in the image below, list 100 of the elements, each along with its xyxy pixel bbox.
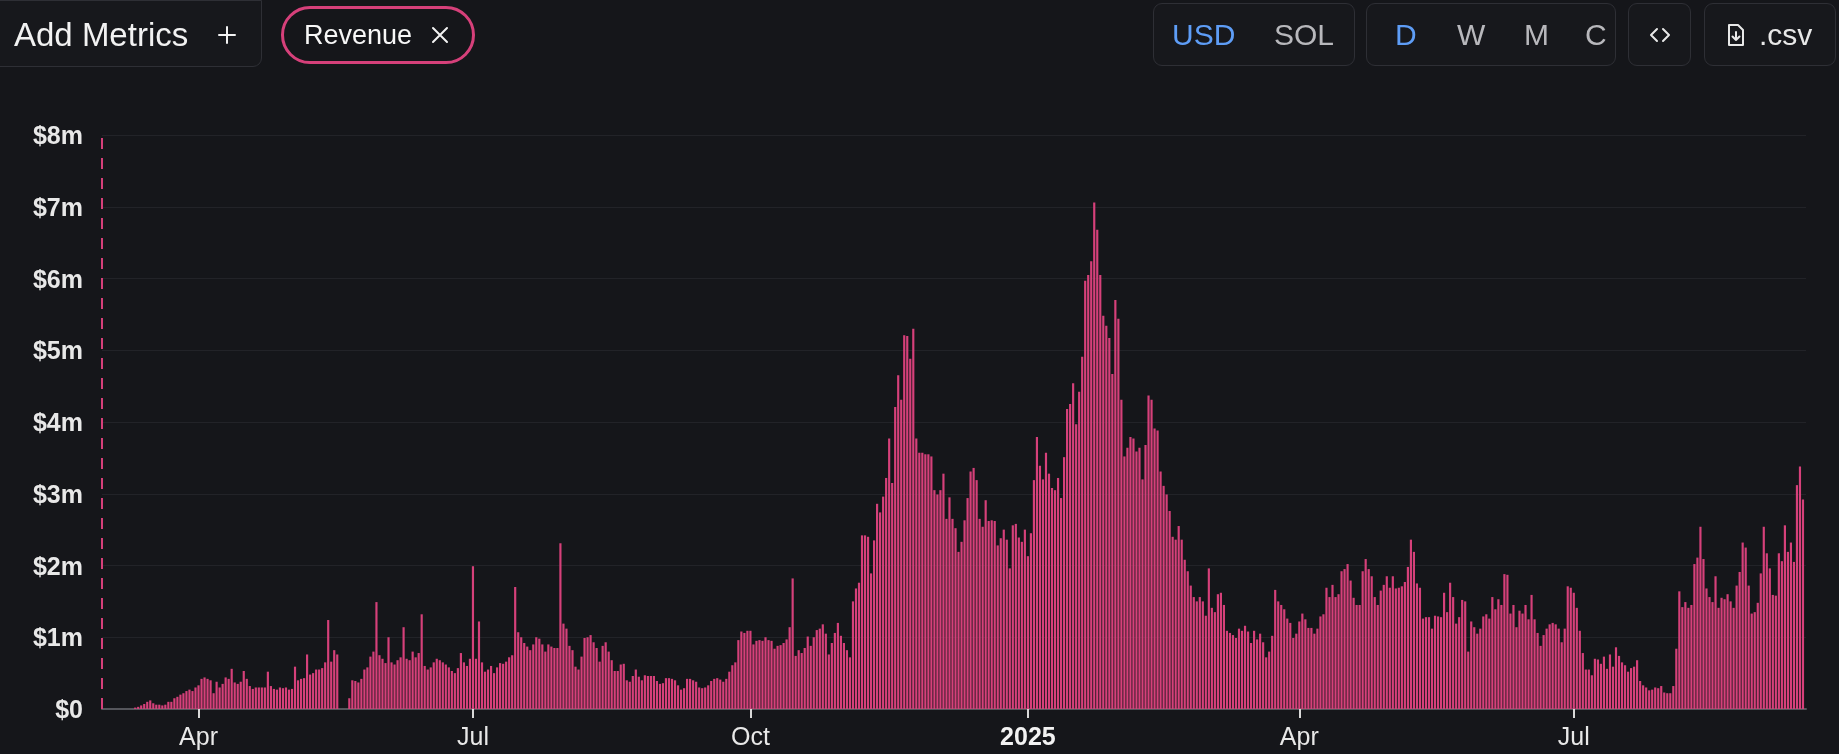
bar bbox=[1654, 687, 1657, 709]
bar bbox=[499, 663, 502, 709]
bar bbox=[743, 632, 746, 709]
bar bbox=[1340, 571, 1343, 709]
bar bbox=[1274, 589, 1277, 709]
bar bbox=[1228, 632, 1232, 709]
bar bbox=[284, 687, 288, 709]
bar bbox=[1156, 430, 1159, 709]
bar bbox=[860, 535, 864, 709]
x-tick-label: 2025 bbox=[1000, 721, 1056, 750]
bar bbox=[393, 664, 396, 709]
bar bbox=[1280, 604, 1283, 709]
bar bbox=[758, 640, 761, 709]
bar bbox=[489, 665, 493, 709]
bar bbox=[1636, 660, 1639, 709]
bar bbox=[1418, 587, 1422, 709]
bar bbox=[622, 663, 625, 709]
bar bbox=[411, 651, 414, 709]
bar bbox=[716, 678, 719, 709]
bar bbox=[589, 635, 592, 709]
bar bbox=[1645, 687, 1648, 709]
bar bbox=[679, 689, 683, 709]
bar bbox=[1056, 477, 1060, 709]
y-tick-label: $1m bbox=[32, 623, 83, 652]
bar bbox=[731, 665, 734, 709]
y-tick-label: $7m bbox=[32, 192, 83, 221]
bar bbox=[704, 687, 707, 709]
bar bbox=[502, 663, 505, 709]
bar bbox=[571, 650, 574, 709]
bar bbox=[764, 637, 767, 709]
bar bbox=[1512, 604, 1515, 709]
bar bbox=[818, 628, 821, 709]
bar bbox=[1587, 669, 1590, 709]
bar bbox=[1391, 576, 1394, 709]
bar bbox=[770, 640, 773, 709]
bar bbox=[505, 661, 508, 709]
bar bbox=[722, 681, 725, 709]
bar bbox=[1762, 526, 1765, 709]
bar bbox=[209, 680, 212, 709]
bar bbox=[815, 630, 818, 709]
bar bbox=[550, 646, 553, 709]
bar bbox=[990, 520, 993, 709]
y-tick-label: $8m bbox=[32, 121, 83, 149]
bar bbox=[1572, 592, 1575, 709]
bar bbox=[1554, 624, 1557, 709]
bar bbox=[1219, 592, 1222, 709]
bar bbox=[293, 666, 297, 709]
bar bbox=[797, 650, 800, 709]
bar bbox=[420, 614, 423, 709]
bar bbox=[1237, 628, 1241, 709]
bar bbox=[402, 627, 405, 709]
bar bbox=[658, 683, 662, 709]
bar bbox=[1783, 525, 1786, 709]
bar bbox=[266, 671, 269, 709]
bar bbox=[375, 602, 378, 709]
bar bbox=[251, 688, 254, 709]
bar bbox=[1331, 584, 1334, 709]
bar bbox=[692, 680, 695, 709]
bar bbox=[191, 691, 194, 709]
bar bbox=[426, 669, 429, 709]
bar bbox=[1044, 452, 1048, 709]
bar bbox=[1777, 553, 1780, 709]
bar bbox=[1648, 690, 1651, 709]
bar bbox=[652, 676, 655, 709]
currency-toggle: USD SOL bbox=[1153, 3, 1355, 66]
bar bbox=[1364, 559, 1367, 709]
bar bbox=[1596, 659, 1599, 709]
x-tick-label: Apr bbox=[1279, 721, 1319, 750]
bar bbox=[643, 675, 646, 709]
bar bbox=[278, 687, 282, 709]
bar bbox=[1253, 630, 1256, 709]
bar bbox=[1566, 586, 1569, 709]
bar bbox=[315, 669, 318, 709]
bar bbox=[1744, 547, 1747, 709]
bar bbox=[673, 680, 677, 709]
bar bbox=[1240, 630, 1244, 709]
bar bbox=[363, 669, 366, 709]
bar bbox=[272, 688, 275, 709]
bar bbox=[1385, 576, 1388, 709]
bar bbox=[318, 669, 321, 709]
bar bbox=[1518, 610, 1521, 709]
bar bbox=[601, 645, 604, 709]
bar bbox=[188, 689, 191, 709]
bar bbox=[1002, 529, 1005, 709]
bar bbox=[903, 335, 906, 709]
bar bbox=[791, 578, 794, 709]
bar bbox=[1216, 594, 1219, 709]
bar bbox=[664, 678, 668, 709]
bar bbox=[619, 664, 622, 709]
bar bbox=[1424, 617, 1428, 709]
bar bbox=[713, 678, 716, 709]
x-tick-label: Apr bbox=[179, 721, 218, 750]
bar bbox=[1482, 616, 1485, 709]
bar bbox=[821, 624, 824, 709]
bar bbox=[450, 670, 453, 709]
bar bbox=[1147, 395, 1150, 709]
bar bbox=[1602, 656, 1606, 709]
bar bbox=[1072, 383, 1075, 709]
bar bbox=[1301, 613, 1304, 709]
bar bbox=[710, 681, 713, 709]
